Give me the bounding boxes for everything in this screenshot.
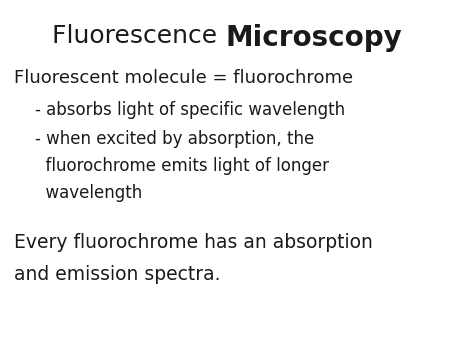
Text: and emission spectra.: and emission spectra. — [14, 265, 220, 284]
Text: - when excited by absorption, the: - when excited by absorption, the — [14, 130, 314, 148]
Text: Every fluorochrome has an absorption: Every fluorochrome has an absorption — [14, 233, 373, 252]
Text: Fluorescent molecule = fluorochrome: Fluorescent molecule = fluorochrome — [14, 69, 353, 87]
Text: - absorbs light of specific wavelength: - absorbs light of specific wavelength — [14, 101, 345, 119]
Text: Microscopy: Microscopy — [225, 24, 402, 52]
Text: fluorochrome emits light of longer: fluorochrome emits light of longer — [14, 157, 328, 175]
Text: Fluorescence: Fluorescence — [52, 24, 225, 48]
Text: wavelength: wavelength — [14, 184, 142, 202]
